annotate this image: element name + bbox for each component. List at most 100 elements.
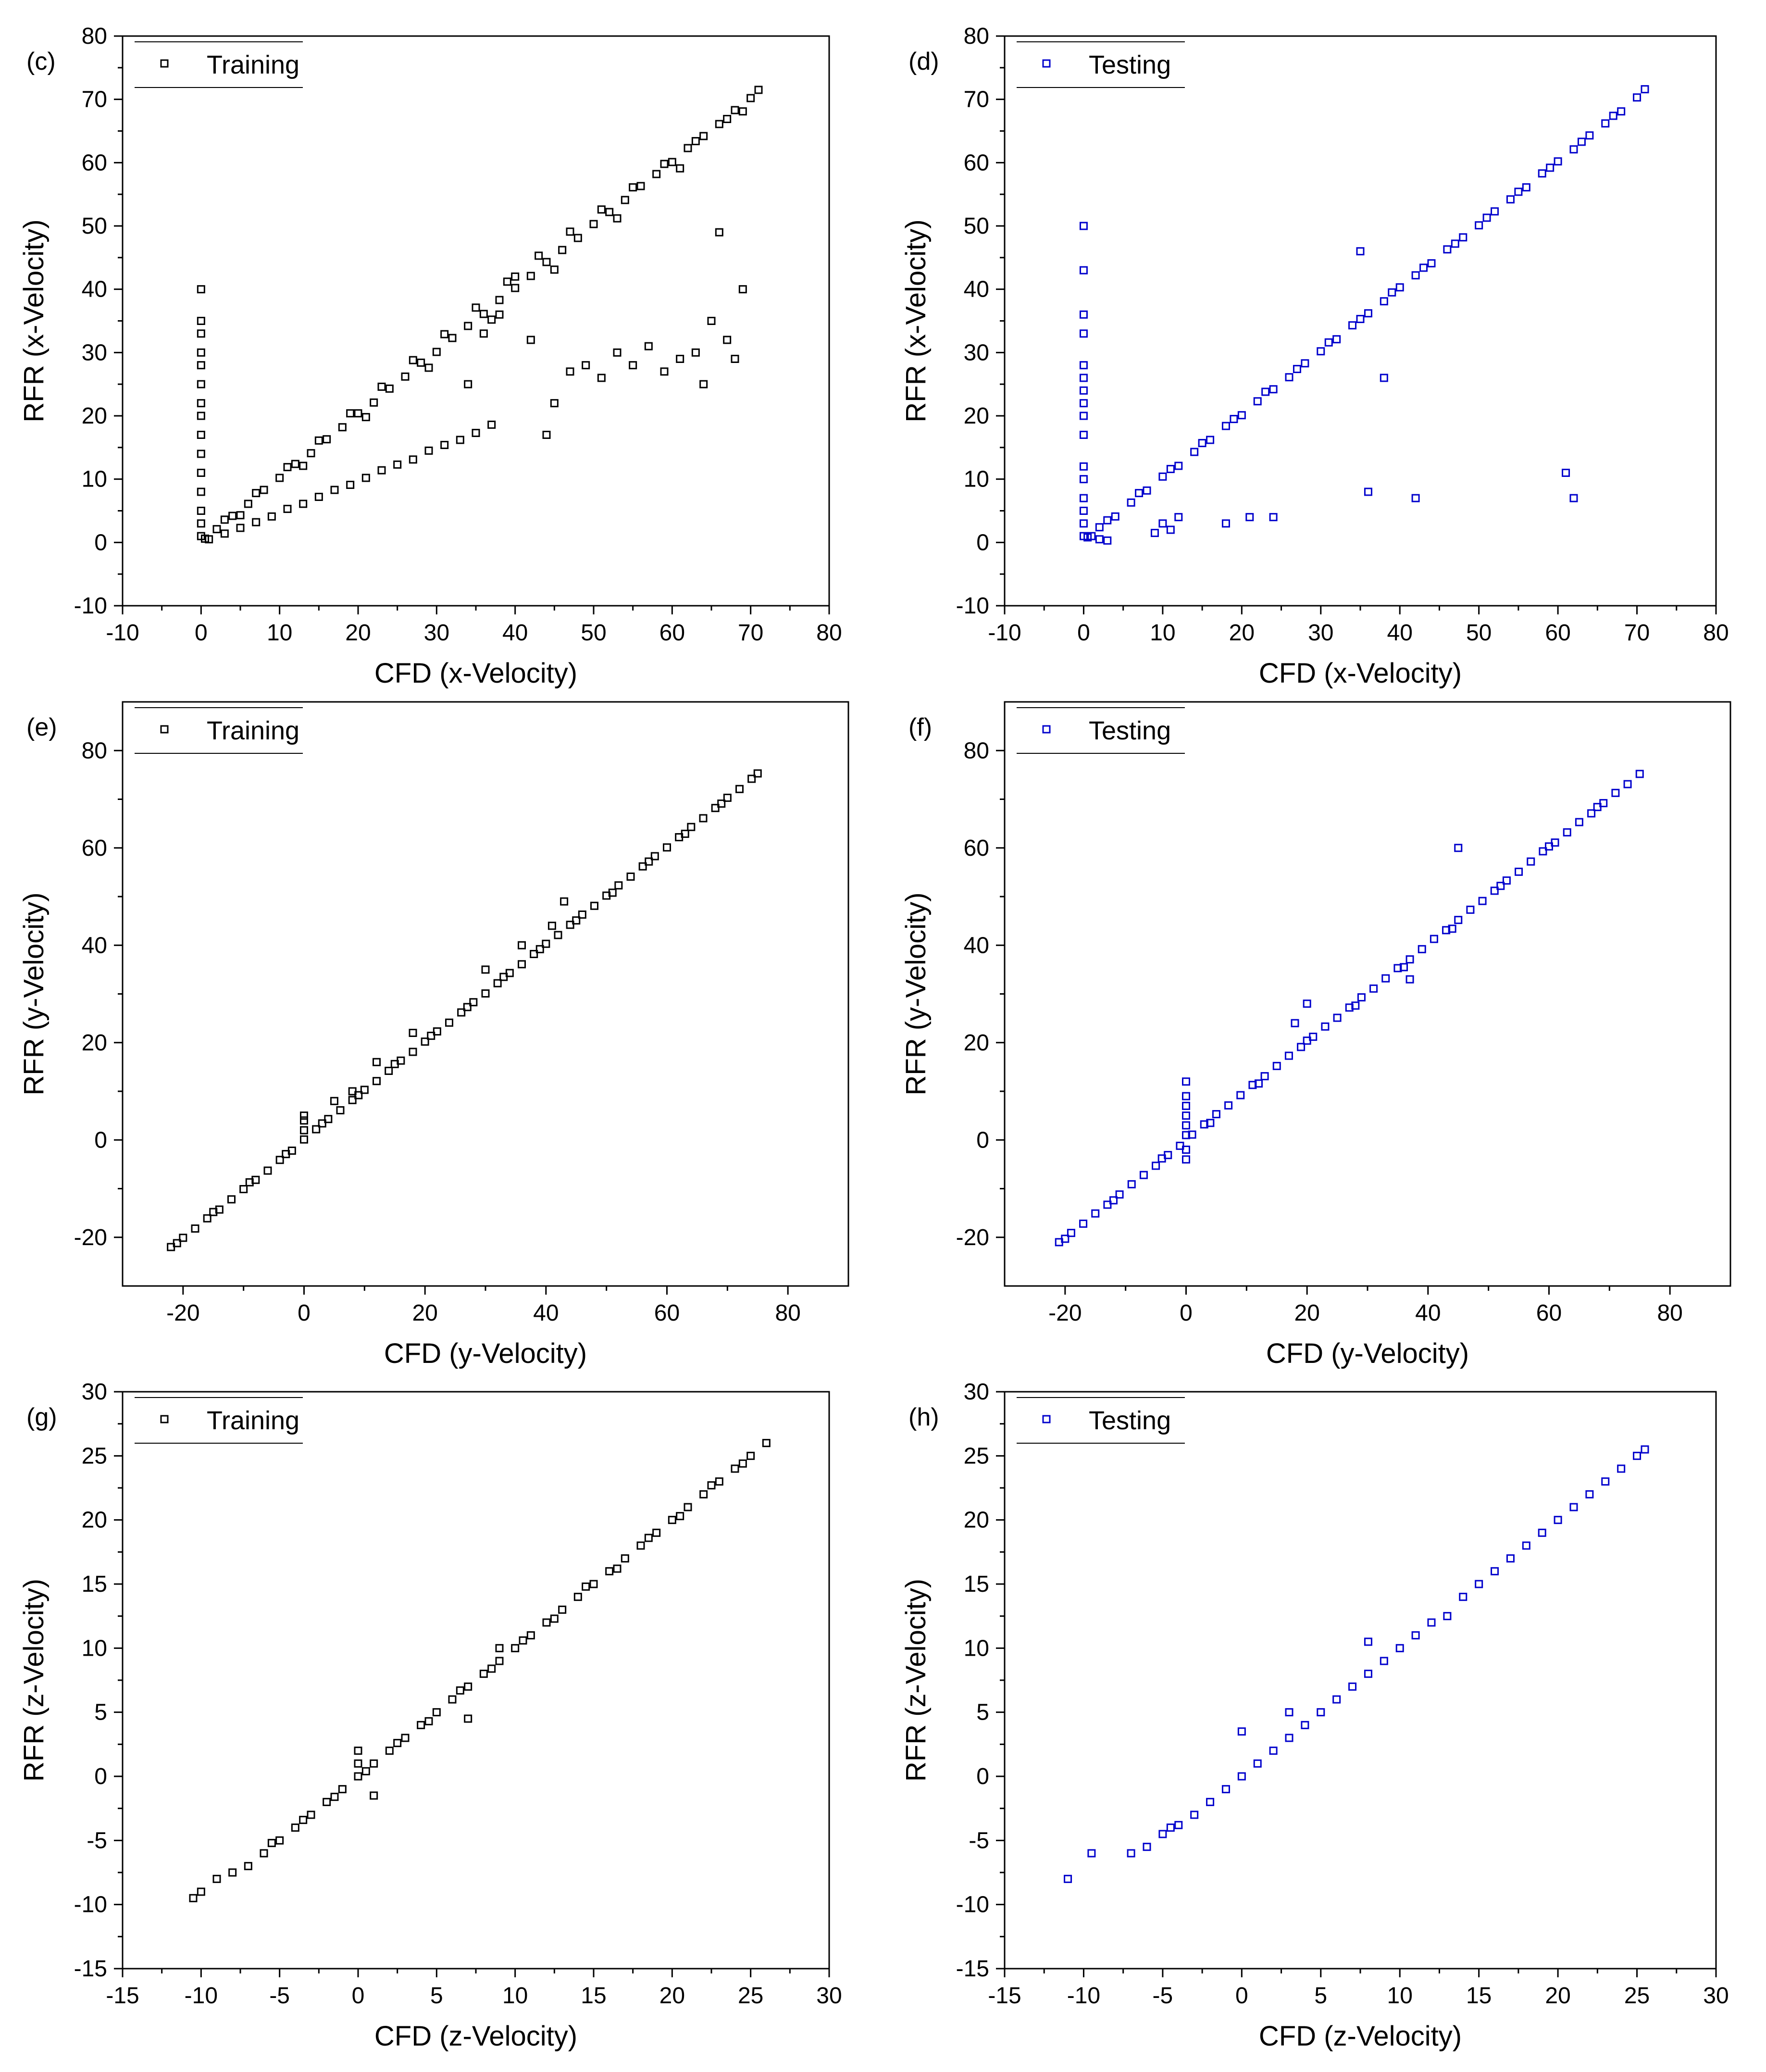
data-point [330, 486, 339, 494]
data-point [668, 1516, 676, 1524]
legend: Testing [1017, 41, 1185, 88]
data-point [338, 1785, 347, 1794]
data-point [393, 1739, 402, 1747]
panel-label: (f) [908, 713, 932, 741]
y-tick-label: 0 [976, 530, 989, 555]
data-point [636, 182, 645, 190]
data-point [629, 361, 637, 370]
x-tick-label: 0 [195, 620, 208, 646]
y-tick-label: 60 [82, 836, 107, 861]
y-tick-label: 0 [976, 1127, 989, 1153]
data-point [535, 251, 543, 260]
data-point [424, 363, 433, 372]
data-point [684, 144, 692, 152]
data-point [197, 317, 205, 325]
data-point [1079, 494, 1088, 502]
x-tick-label: 0 [298, 1300, 311, 1326]
data-point [1237, 1772, 1246, 1781]
data-point [717, 799, 726, 808]
data-point [1237, 1727, 1246, 1736]
data-point [1127, 1180, 1136, 1188]
data-point [1569, 1503, 1578, 1511]
data-point [1563, 828, 1571, 836]
x-tick-label: 80 [816, 620, 842, 646]
data-point [1577, 137, 1586, 146]
data-point [479, 329, 488, 338]
data-point [220, 529, 229, 538]
y-tick-label: 25 [82, 1443, 107, 1469]
data-point [1253, 1759, 1262, 1768]
data-point [1569, 145, 1578, 154]
y-tick-label: -10 [74, 1892, 107, 1918]
legend-label: Training [207, 50, 299, 79]
data-point [1427, 1618, 1436, 1627]
data-point [1212, 1110, 1220, 1119]
data-point [299, 1816, 308, 1824]
x-tick-label: 50 [1466, 620, 1492, 646]
data-point [1635, 770, 1644, 778]
y-tick-label: -5 [87, 1828, 107, 1853]
legend-marker [1042, 1415, 1051, 1423]
data-point [275, 474, 284, 482]
data-point [481, 965, 490, 974]
data-point [1272, 1061, 1281, 1070]
y-tick-label: 60 [82, 150, 107, 175]
data-point [495, 1644, 504, 1652]
data-point [1079, 507, 1088, 515]
data-point [1364, 1637, 1372, 1646]
x-tick-label: 10 [502, 1983, 528, 2009]
data-point [1079, 374, 1088, 382]
data-point [1357, 993, 1366, 1002]
legend-label: Testing [1089, 716, 1171, 745]
panel-g: -15 -10 -5 0 5 10 15 20 25 30 -15 -10 -5 0 5 10 15 20 25 30… [18, 1379, 842, 2052]
y-tick-label: 25 [964, 1443, 989, 1469]
y-tick-label: -15 [74, 1956, 107, 1982]
y-tick-label: 0 [94, 1764, 107, 1789]
data-point [1079, 399, 1088, 408]
data-point [499, 973, 508, 981]
panel-label: (d) [908, 48, 939, 75]
data-point [511, 272, 520, 281]
data-point [330, 1793, 339, 1801]
plot-frame [1004, 701, 1731, 1287]
data-point [638, 862, 647, 871]
x-tick-label: 30 [1308, 620, 1333, 646]
data-point [283, 463, 292, 472]
data-point [1623, 780, 1632, 788]
data-point [1633, 93, 1642, 102]
data-point [324, 1115, 333, 1123]
data-point [1490, 886, 1499, 895]
x-axis-title: CFD (x-Velocity) [374, 658, 577, 689]
data-point [377, 382, 386, 391]
scatter-points [197, 86, 763, 544]
x-tick-label: 30 [424, 620, 449, 646]
data-point [1079, 329, 1088, 338]
data-point [590, 901, 598, 910]
data-point [385, 384, 394, 393]
y-tick-label: 80 [82, 24, 107, 49]
data-point [1380, 374, 1388, 382]
data-point [424, 1717, 433, 1725]
data-point [354, 409, 362, 418]
data-point [236, 511, 245, 520]
y-tick-label: 30 [964, 340, 989, 365]
data-point [626, 872, 635, 881]
y-tick-label: -20 [956, 1225, 989, 1250]
x-tick-label: 20 [345, 620, 371, 646]
data-point [179, 1234, 187, 1242]
data-point [1538, 169, 1546, 178]
data-point [401, 1734, 410, 1742]
data-point [267, 1839, 276, 1847]
data-point [1459, 233, 1468, 242]
data-point [197, 431, 205, 439]
legend-label: Training [207, 716, 299, 745]
x-tick-label: 0 [1077, 620, 1090, 646]
data-point [1198, 439, 1206, 448]
data-point [1158, 519, 1167, 528]
data-point [1061, 1235, 1070, 1243]
data-point [1364, 1670, 1372, 1678]
x-tick-label: 80 [1703, 620, 1729, 646]
y-tick-label: 40 [964, 933, 989, 958]
data-point [495, 310, 504, 319]
data-point [440, 330, 449, 338]
